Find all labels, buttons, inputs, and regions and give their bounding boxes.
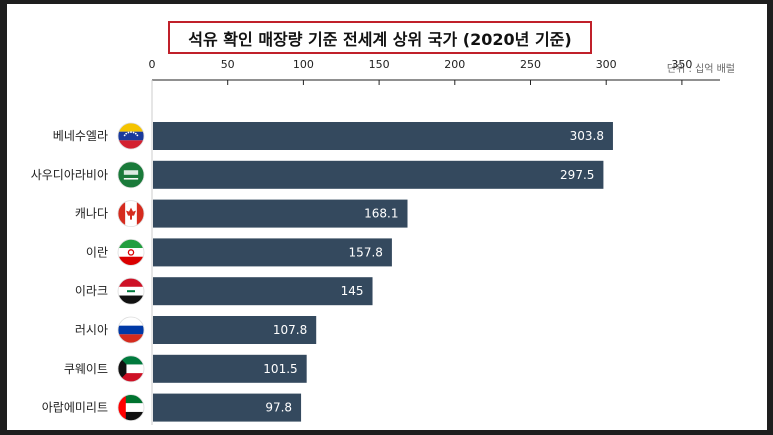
bar-value-label: 145 bbox=[341, 284, 364, 298]
category-label: 쿠웨이트 bbox=[64, 362, 108, 376]
bar bbox=[153, 199, 408, 228]
bar-value-label: 168.1 bbox=[364, 207, 398, 221]
bar-value-label: 297.5 bbox=[560, 168, 594, 182]
category-label: 캐나다 bbox=[75, 207, 108, 221]
venezuela-flag-icon bbox=[118, 123, 144, 149]
saudi-arabia-flag-icon bbox=[118, 161, 144, 188]
bar bbox=[153, 316, 317, 344]
bar bbox=[153, 393, 302, 422]
category-label: 러시아 bbox=[75, 323, 108, 337]
flag-border bbox=[117, 200, 145, 228]
category-label: 이란 bbox=[86, 245, 108, 259]
iran-flag-icon bbox=[118, 239, 144, 266]
category-label: 베네수엘라 bbox=[53, 129, 108, 143]
x-tick-label: 250 bbox=[520, 58, 541, 71]
bar-value-label: 97.8 bbox=[265, 401, 292, 415]
canada-flag-icon bbox=[118, 200, 144, 227]
flag-border bbox=[117, 316, 145, 344]
bar-value-label: 107.8 bbox=[273, 323, 307, 337]
chart-title: 석유 확인 매장량 기준 전세계 상위 국가 (2020년 기준) bbox=[168, 21, 592, 54]
unit-label: 단위 : 십억 배럴 bbox=[666, 64, 735, 75]
flag-border bbox=[117, 277, 145, 305]
bar bbox=[153, 238, 392, 267]
russia-flag-icon bbox=[118, 317, 144, 343]
flag-border bbox=[117, 161, 145, 189]
bar bbox=[153, 160, 604, 189]
x-tick-label: 200 bbox=[444, 58, 465, 71]
x-tick-label: 150 bbox=[369, 58, 390, 71]
bar-value-label: 303.8 bbox=[570, 129, 604, 143]
bar bbox=[153, 354, 307, 383]
flag-border bbox=[117, 355, 145, 383]
x-tick-label: 350 bbox=[671, 58, 692, 71]
bar-value-label: 157.8 bbox=[349, 245, 383, 259]
iraq-flag-icon bbox=[118, 278, 144, 305]
category-label: 아랍에미리트 bbox=[42, 401, 108, 415]
x-tick-label: 50 bbox=[221, 58, 235, 71]
x-tick-label: 100 bbox=[293, 58, 314, 71]
x-tick-label: 300 bbox=[596, 58, 617, 71]
bar bbox=[153, 277, 373, 306]
flag-border bbox=[117, 238, 145, 266]
category-label: 사우디아라비아 bbox=[31, 168, 108, 182]
x-tick-label: 0 bbox=[149, 58, 156, 71]
category-label: 이라크 bbox=[75, 284, 108, 298]
flag-border bbox=[117, 122, 145, 150]
bar-value-label: 101.5 bbox=[263, 362, 297, 376]
flag-border bbox=[117, 394, 145, 422]
bar bbox=[153, 122, 613, 150]
uae-flag-icon bbox=[118, 394, 144, 421]
